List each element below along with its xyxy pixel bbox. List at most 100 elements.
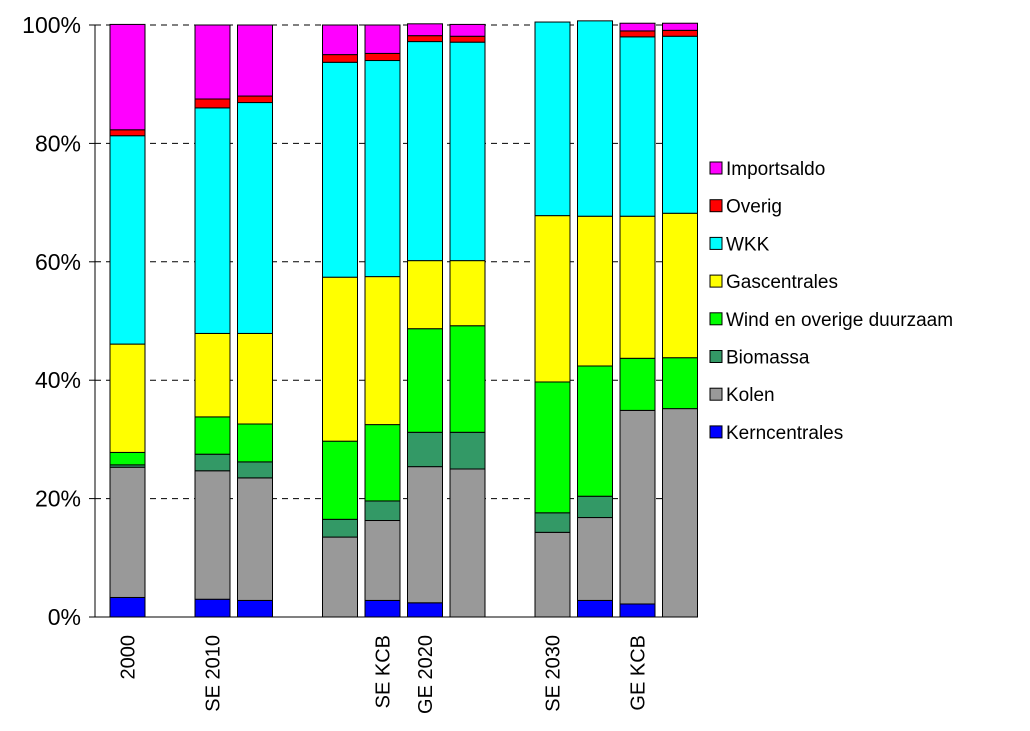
- bar-segment: [407, 41, 443, 262]
- bar-segment: [109, 466, 146, 598]
- bar-segment: [577, 517, 613, 601]
- bar-segment: [449, 260, 486, 327]
- bar-segment: [364, 500, 401, 522]
- bar-segment: [662, 22, 698, 31]
- bar-segment: [364, 520, 401, 601]
- bar-segment: [449, 41, 486, 262]
- bar-segment: [662, 408, 698, 618]
- bar-segment: [662, 35, 698, 214]
- bar-segment: [322, 536, 358, 618]
- x-category-label: GE 2020: [415, 635, 437, 714]
- bar-segment: [449, 325, 486, 433]
- legend-label: Importsaldo: [726, 159, 825, 180]
- bar-segment: [322, 276, 358, 442]
- bar-segment: [194, 470, 231, 600]
- bar-segment: [194, 453, 231, 472]
- bar-segment: [364, 24, 401, 54]
- y-tick-labels: 0% 20% 40% 60% 80% 100%: [22, 12, 81, 630]
- bar-segment: [407, 466, 443, 604]
- bar-segment: [109, 135, 146, 345]
- bar-segment: [534, 215, 571, 383]
- y-tick-label: 100%: [22, 12, 81, 38]
- bar-segment: [364, 276, 401, 426]
- bar-segment: [237, 599, 273, 618]
- bar-segment: [322, 24, 358, 56]
- bar-segment: [577, 495, 613, 519]
- y-tick-label: 40%: [35, 367, 81, 393]
- x-category-label: SE 2030: [543, 635, 565, 712]
- bar-segment: [194, 332, 231, 418]
- legend-swatch: [709, 274, 723, 288]
- legend: Importsaldo Overig WKK Gascentrales Wind en …: [709, 159, 953, 444]
- legend-label: Biomassa: [726, 348, 810, 369]
- bar-segment: [619, 357, 656, 411]
- legend-label: Gascentrales: [726, 272, 838, 293]
- bar-segment: [534, 512, 571, 533]
- bar-segment: [407, 602, 443, 618]
- legend-swatch: [709, 236, 723, 250]
- bar-segment: [237, 102, 273, 334]
- x-category-label: SE 2010: [203, 635, 225, 712]
- bar-segment: [577, 599, 613, 618]
- bar-segment: [619, 603, 656, 618]
- bar-segment: [449, 431, 486, 470]
- bar-segment: [194, 107, 231, 334]
- x-category-label: GE KCB: [628, 635, 650, 711]
- x-category-label: 2000: [118, 635, 140, 680]
- legend-label: Wind en overige duurzaam: [726, 310, 953, 331]
- bar-segment: [619, 409, 656, 605]
- legend-swatch: [709, 387, 723, 401]
- bar-segment: [237, 477, 273, 601]
- bar-segment: [322, 518, 358, 538]
- bar-segment: [194, 24, 231, 100]
- bar-segment: [194, 598, 231, 618]
- bar-segment: [109, 129, 146, 137]
- bar-segment: [237, 332, 273, 425]
- legend-swatch: [709, 161, 723, 175]
- y-tick-label: 20%: [35, 486, 81, 512]
- bar-segment: [577, 20, 613, 217]
- bar-segment: [577, 365, 613, 497]
- bar-segment: [407, 328, 443, 433]
- bar-segment: [109, 343, 146, 453]
- bar-segment: [449, 468, 486, 618]
- legend-swatch: [709, 312, 723, 326]
- bar-segment: [534, 531, 571, 618]
- bar-segment: [194, 98, 231, 109]
- bar-segment: [109, 451, 146, 466]
- axes: [89, 24, 692, 618]
- bar-segment: [237, 461, 273, 479]
- legend-label: Kolen: [726, 385, 775, 406]
- bar-segment: [449, 35, 486, 43]
- bar-segment: [194, 416, 231, 455]
- bar-segment: [619, 215, 656, 359]
- bar-segment: [619, 22, 656, 32]
- legend-label: Overig: [726, 197, 782, 218]
- bar-segment: [619, 30, 656, 38]
- bar-segment: [407, 431, 443, 468]
- bar-segment: [364, 52, 401, 62]
- bar-segment: [237, 423, 273, 463]
- bar-segment: [109, 596, 146, 618]
- bar-segment: [619, 36, 656, 217]
- bar-segment: [407, 260, 443, 330]
- bar-segment: [662, 357, 698, 410]
- bar-segment: [407, 23, 443, 37]
- legend-label: Kerncentrales: [726, 423, 843, 444]
- bar-segment: [364, 424, 401, 502]
- bar-segment: [577, 215, 613, 367]
- bar-segment: [237, 95, 273, 104]
- bar-segment: [662, 29, 698, 37]
- y-tick-label: 0%: [48, 604, 81, 630]
- bars: [109, 20, 698, 618]
- legend-swatch: [709, 199, 723, 213]
- bar-segment: [322, 54, 358, 63]
- bar-segment: [407, 35, 443, 43]
- bar-segment: [237, 24, 273, 97]
- x-category-labels: 2000 SE 2010 SE KCB GE 2020 SE 2030 GE KCB: [118, 635, 650, 714]
- bar-segment: [449, 23, 486, 37]
- bar-segment: [662, 212, 698, 359]
- legend-label: WKK: [726, 234, 770, 255]
- legend-swatch: [709, 350, 723, 363]
